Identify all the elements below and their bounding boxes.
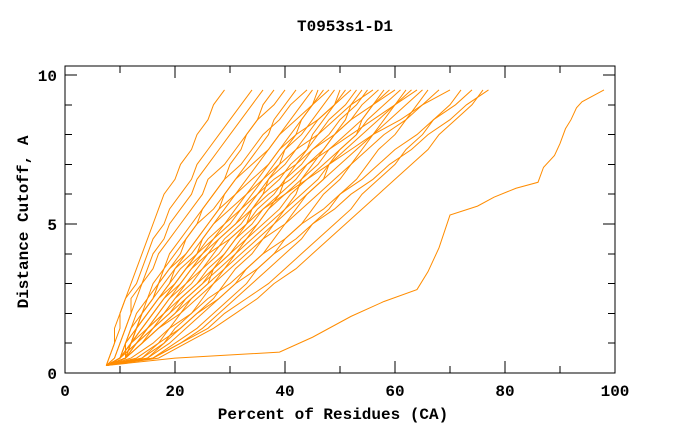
model-curve [106,89,341,367]
model-curve [106,89,451,367]
model-curve [106,89,418,367]
model-curve [106,89,473,367]
model-curve [106,89,484,367]
y-tick-label: 0 [47,366,57,384]
model-curve-outlier [106,89,605,367]
x-tick-label: 100 [601,383,630,401]
y-tick-label: 10 [38,68,57,86]
model-curve [106,89,379,367]
model-curve [105,89,286,366]
x-tick-label: 40 [275,383,294,401]
axis-tick-labels: 0 20 40 60 80 100 0 5 10 [38,68,630,401]
x-tick-label: 60 [385,383,404,401]
model-curve [106,89,462,367]
axis-ticks [64,66,616,374]
model-curve [106,89,374,367]
model-curve [106,89,319,367]
x-axis-label: Percent of Residues (CA) [218,406,448,424]
model-curve [106,89,429,367]
model-curve [106,89,330,366]
y-axis-label: Distance Cutoff, A [15,135,33,308]
model-curve [105,89,225,366]
x-tick-label: 20 [165,383,184,401]
x-tick-label: 80 [495,383,514,401]
model-curves [105,89,605,367]
chart-title: T0953s1-D1 [297,18,393,36]
model-curve [106,89,308,366]
x-tick-label: 0 [60,383,70,401]
model-curve [106,89,440,367]
model-curve [106,89,401,367]
model-curve [106,89,423,367]
model-curve [106,89,489,367]
y-tick-label: 5 [47,217,57,235]
model-curve [105,89,253,366]
